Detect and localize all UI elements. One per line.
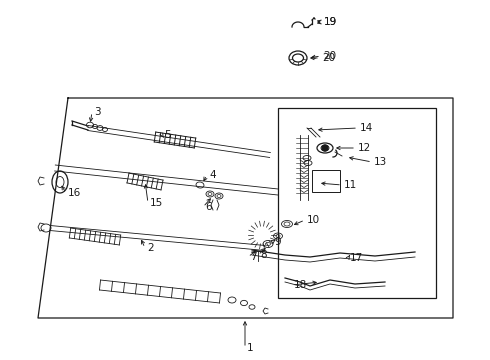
Text: 9: 9 [274,237,281,247]
Text: 16: 16 [68,188,81,198]
Text: 20: 20 [322,53,335,63]
Text: 20: 20 [323,51,336,61]
Text: 19: 19 [324,17,337,27]
Text: 3: 3 [94,107,100,117]
Circle shape [322,145,328,151]
Text: 18: 18 [294,280,307,290]
Text: 12: 12 [358,143,371,153]
Text: 10: 10 [307,215,320,225]
Text: 8: 8 [260,250,267,260]
Text: 11: 11 [344,180,357,190]
Text: 14: 14 [360,123,373,133]
Text: 15: 15 [150,198,163,208]
Text: 19: 19 [324,17,337,27]
Bar [278,108,436,298]
Text: 7: 7 [250,252,257,262]
Text: 4: 4 [209,170,216,180]
Bar [312,170,340,192]
Text: 5: 5 [164,130,171,140]
Text: 2: 2 [147,243,154,253]
Text: 6: 6 [205,202,212,212]
Text: 1: 1 [247,343,254,353]
Text: 17: 17 [350,253,363,263]
Text: 13: 13 [374,157,387,167]
